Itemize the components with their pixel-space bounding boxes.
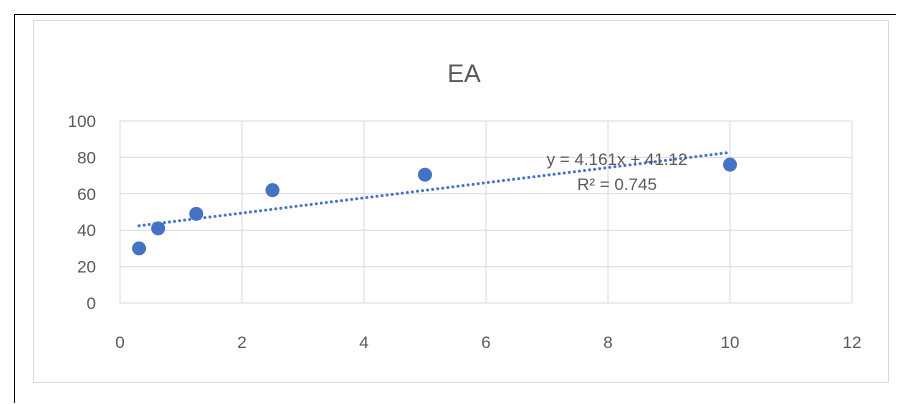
chart-area <box>33 20 889 383</box>
x-tick-label: 10 <box>721 333 740 352</box>
chart-frame <box>14 14 896 403</box>
y-tick-label: 80 <box>77 148 96 167</box>
x-tick-label: 6 <box>481 333 490 352</box>
gridlines <box>119 120 853 304</box>
data-points <box>132 157 737 256</box>
data-point <box>723 157 737 172</box>
y-tick-label: 0 <box>87 294 96 313</box>
trendline-group <box>137 150 732 228</box>
x-tick-label: 12 <box>843 333 862 352</box>
data-point <box>418 167 432 182</box>
x-tick-label: 2 <box>237 333 246 352</box>
x-tick-label: 8 <box>603 333 612 352</box>
chart-title: EA <box>447 60 481 88</box>
y-tick-label: 60 <box>77 185 96 204</box>
axes: 0 20 40 60 80 100 0 2 4 6 8 10 12 <box>68 112 862 352</box>
y-tick-label: 20 <box>77 258 96 277</box>
y-tick-label: 100 <box>68 112 96 131</box>
x-tick-label: 4 <box>359 333 368 352</box>
trendline-r2: R² = 0.745 <box>577 175 657 194</box>
trendline-equation: y = 4.161x + 41.12 <box>547 150 688 169</box>
data-point <box>151 221 166 236</box>
trendline <box>137 150 732 228</box>
data-point <box>132 241 147 256</box>
x-tick-label: 0 <box>115 333 124 352</box>
data-point <box>189 206 204 221</box>
y-tick-label: 40 <box>77 221 96 240</box>
data-point <box>265 183 280 198</box>
